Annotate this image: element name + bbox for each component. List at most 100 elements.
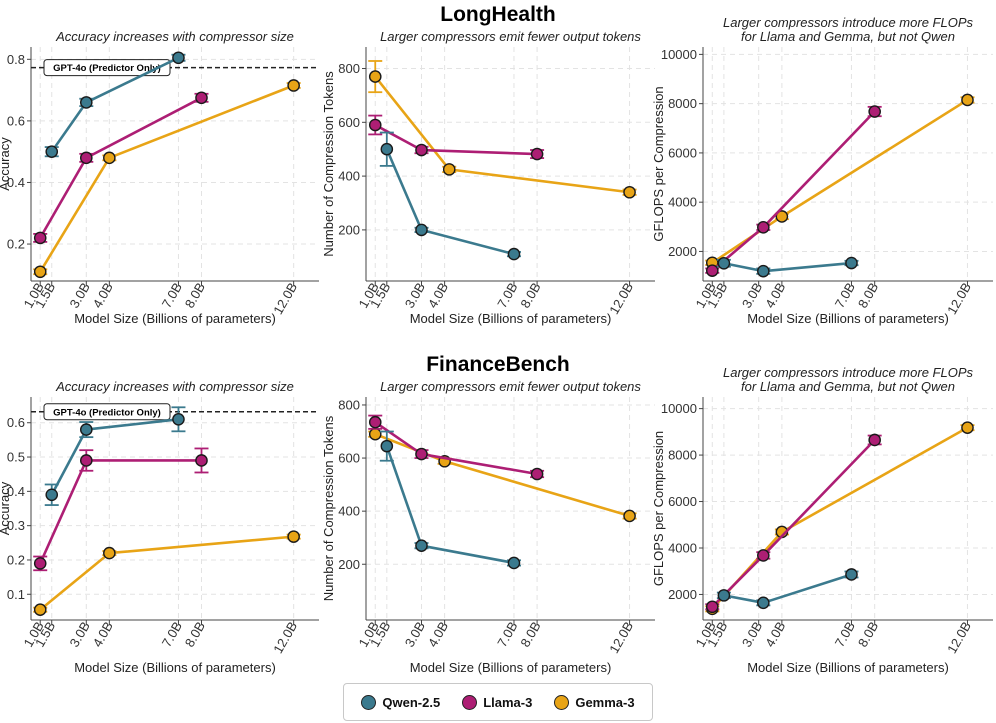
legend: Qwen-2.5 Llama-3 Gemma-3 [343, 683, 653, 721]
data-point-qwen-2-5 [380, 439, 394, 453]
y-axis-label: Accuracy [0, 137, 12, 191]
y-tick-label: 800 [338, 61, 360, 76]
series-qwen-2-5 [379, 430, 521, 570]
y-tick-label: 800 [338, 397, 360, 412]
data-point-qwen-2-5 [415, 223, 428, 237]
x-tick-label: 12.0B [606, 619, 636, 656]
series-llama-3 [368, 114, 545, 161]
y-axis-label: Number of Compression Tokens [321, 415, 336, 601]
data-point-llama-3 [415, 447, 428, 461]
series-llama-3 [33, 447, 209, 572]
x-tick-label: 4.0B [425, 619, 451, 650]
x-tick-label: 8.0B [517, 280, 543, 311]
data-point-qwen-2-5 [717, 256, 731, 270]
y-tick-label: 4000 [668, 195, 697, 210]
series-qwen-2-5 [716, 256, 859, 278]
y-tick-label: 0.1 [7, 587, 25, 602]
series-llama-3 [368, 414, 545, 481]
y-tick-label: 200 [338, 222, 360, 237]
x-tick-label: 7.0B [159, 619, 185, 650]
x-tick-label: 3.0B [402, 280, 428, 311]
data-point-qwen-2-5 [380, 142, 394, 156]
panel-financebench-1: 0.10.20.30.40.50.61.0B1.5B 3.0B4.0B 7.0B8.… [0, 379, 319, 675]
x-tick-label: 3.0B [67, 619, 93, 650]
x-tick-label: 12.0B [270, 619, 300, 656]
data-point-gemma-3 [623, 509, 636, 523]
data-point-qwen-2-5 [757, 596, 770, 610]
panel-title: Accuracy increases with compressor size [55, 29, 294, 44]
series-line-gemma-3 [374, 432, 630, 518]
reference-label: GPT-4o (Predictor Only) [43, 59, 171, 77]
data-point-llama-3 [868, 105, 881, 118]
x-tick-label: 3.0B [402, 619, 428, 650]
reference-label-box [43, 59, 171, 77]
x-tick-label: 4.0B [90, 619, 116, 650]
series-gemma-3 [33, 530, 301, 617]
x-tick-label: 7.0B [494, 280, 520, 311]
data-point-qwen-2-5 [845, 568, 858, 581]
data-point-llama-3 [195, 454, 208, 467]
series-llama-3 [705, 433, 882, 614]
x-tick-label: 4.0B [90, 280, 116, 311]
y-tick-label: 200 [338, 557, 360, 572]
y-tick-label: 400 [338, 504, 360, 519]
series-qwen-2-5 [379, 131, 521, 261]
data-point-qwen-2-5 [415, 539, 428, 552]
data-point-llama-3 [415, 143, 428, 157]
section-title-longhealth: LongHealth [440, 3, 556, 26]
y-tick-label: 0.6 [7, 415, 25, 430]
legend-marker-qwen [361, 694, 377, 710]
data-point-llama-3 [368, 118, 382, 132]
data-point-qwen-2-5 [507, 556, 521, 570]
data-point-gemma-3 [103, 151, 116, 165]
x-axis-label: Model Size (Billions of parameters) [74, 660, 276, 675]
data-point-llama-3 [195, 91, 208, 105]
y-tick-label: 2000 [668, 587, 697, 602]
data-point-llama-3 [757, 221, 770, 234]
y-tick-label: 4000 [668, 540, 697, 555]
x-tick-label: 4.0B [762, 619, 788, 650]
data-point-gemma-3 [103, 546, 116, 560]
y-tick-label: 8000 [668, 448, 697, 463]
data-point-gemma-3 [442, 163, 456, 176]
x-tick-label: 7.0B [494, 619, 520, 650]
series-gemma-3 [705, 421, 975, 616]
reference-label-box [43, 403, 171, 421]
series-line-gemma-3 [39, 535, 294, 611]
data-point-qwen-2-5 [172, 51, 185, 65]
y-axis-label: GFLOPS per Compression [651, 431, 666, 586]
data-point-llama-3 [705, 264, 719, 277]
data-point-gemma-3 [368, 70, 382, 83]
data-point-qwen-2-5 [79, 423, 93, 436]
y-tick-label: 0.4 [7, 175, 25, 190]
panel-subtitle: for Llama and Gemma, but not Qwen [741, 379, 955, 394]
series-qwen-2-5 [44, 51, 186, 158]
y-tick-label: 10000 [661, 401, 697, 416]
y-tick-label: 0.4 [7, 484, 25, 499]
y-axis-label: GFLOPS per Compression [651, 86, 666, 241]
series-line-llama-3 [374, 123, 538, 156]
data-point-gemma-3 [287, 79, 300, 92]
series-llama-3 [705, 105, 882, 277]
x-tick-label: 8.0B [855, 280, 881, 311]
panel-title: Larger compressors emit fewer output tok… [380, 379, 641, 394]
legend-label-llama: Llama-3 [483, 694, 533, 710]
panel-title: Larger compressors introduce more FLOPs [723, 15, 973, 30]
figure-canvas: LongHealth FinanceBench 0.20.40.60.81.0B… [0, 3, 993, 675]
x-tick-label: 4.0B [425, 280, 451, 311]
reference-label: GPT-4o (Predictor Only) [43, 403, 171, 421]
data-point-gemma-3 [623, 185, 636, 199]
series-qwen-2-5 [44, 406, 186, 506]
y-axis-label: Accuracy [0, 481, 12, 535]
x-tick-label: 12.0B [944, 619, 974, 656]
legend-item-qwen: Qwen-2.5 [361, 694, 440, 710]
y-tick-label: 2000 [668, 244, 697, 259]
series-line-qwen-2-5 [723, 261, 852, 273]
y-tick-label: 400 [338, 169, 360, 184]
data-point-llama-3 [705, 600, 719, 614]
x-tick-label: 8.0B [517, 619, 543, 650]
x-tick-label: 7.0B [832, 280, 858, 311]
data-point-qwen-2-5 [45, 145, 59, 158]
y-tick-label: 0.3 [7, 518, 25, 533]
